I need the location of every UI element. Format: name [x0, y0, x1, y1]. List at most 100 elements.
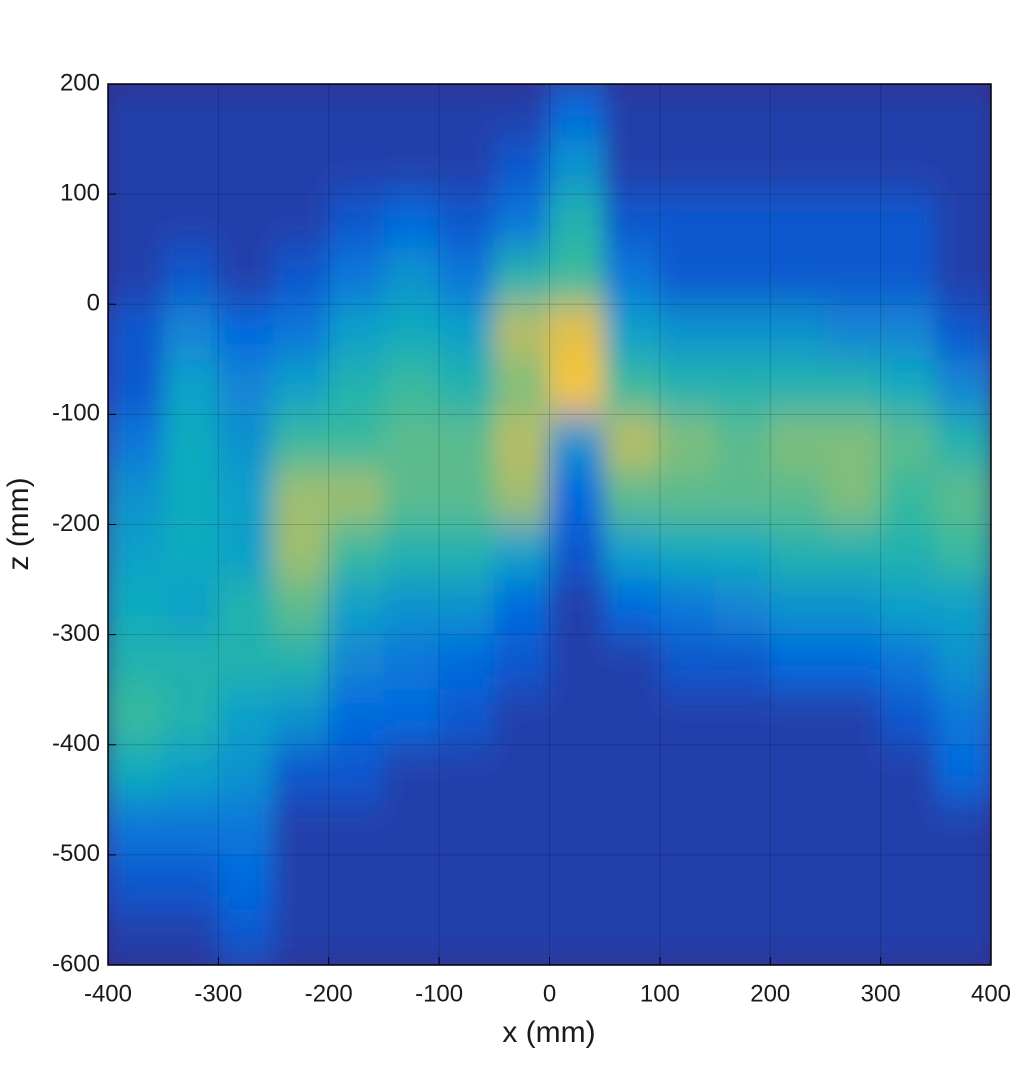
- heatmap-cell: [493, 634, 550, 691]
- heatmap-cell: [935, 634, 991, 691]
- heatmap-cell: [438, 303, 495, 360]
- heatmap-cell: [383, 909, 440, 965]
- heatmap-cell: [880, 854, 937, 911]
- heatmap-cell: [935, 248, 991, 305]
- heatmap-cell: [273, 854, 330, 911]
- heatmap-cell: [549, 634, 606, 691]
- y-tick-label: -300: [52, 620, 100, 647]
- heatmap-cell: [549, 358, 606, 415]
- heatmap-cell: [549, 579, 606, 636]
- heatmap-cell: [162, 248, 219, 305]
- heatmap-cell: [824, 524, 882, 581]
- heatmap-cell: [880, 909, 937, 965]
- heatmap-cell: [328, 799, 385, 856]
- heatmap-cell: [659, 358, 716, 415]
- heatmap-cell: [383, 84, 440, 140]
- heatmap-cell: [714, 634, 771, 691]
- heatmap-cell: [769, 193, 826, 250]
- heatmap-cell: [714, 579, 771, 636]
- heatmap-cell: [217, 524, 275, 581]
- y-tick-label: -400: [52, 730, 100, 757]
- heatmap-cell: [273, 138, 330, 195]
- heatmap-cell: [273, 744, 330, 801]
- heatmap-cell: [162, 579, 219, 636]
- heatmap-cell: [217, 854, 275, 911]
- heatmap-cell: [217, 689, 275, 746]
- heatmap-cell: [108, 854, 164, 911]
- axes: -400 -300 -200 -100 0 100 200 300 400 -600 -500 -40…: [52, 69, 1011, 1007]
- heatmap-cell: [328, 84, 385, 140]
- heatmap-cell: [217, 909, 275, 965]
- heatmap-cell: [328, 579, 385, 636]
- heatmap-cell: [549, 524, 606, 581]
- heatmap-cell: [273, 193, 330, 250]
- heatmap-cell: [383, 524, 440, 581]
- heatmap-cell: [659, 579, 716, 636]
- heatmap-cell: [328, 909, 385, 965]
- heatmap-cell: [438, 579, 495, 636]
- heatmap-cell: [493, 909, 550, 965]
- heatmap-cell: [162, 413, 219, 470]
- heatmap-cell: [824, 193, 882, 250]
- heatmap-cell: [273, 303, 330, 360]
- heatmap-cell: [383, 854, 440, 911]
- heatmap-cell: [880, 799, 937, 856]
- heatmap-cell: [273, 579, 330, 636]
- heatmap-cell: [162, 634, 219, 691]
- heatmap-cell: [549, 84, 606, 140]
- heatmap-cell: [383, 248, 440, 305]
- heatmap-cell: [217, 303, 275, 360]
- heatmap-cell: [493, 84, 550, 140]
- heatmap-cell: [162, 193, 219, 250]
- heatmap-cell: [824, 248, 882, 305]
- heatmap-cell: [438, 634, 495, 691]
- heatmap-cell: [217, 744, 275, 801]
- heatmap-cell: [935, 854, 991, 911]
- heatmap-cell: [273, 634, 330, 691]
- heatmap-cell: [714, 799, 771, 856]
- heatmap-cell: [108, 744, 164, 801]
- heatmap-cell: [824, 744, 882, 801]
- heatmap-cell: [769, 84, 826, 140]
- y-tick-label: 0: [87, 290, 100, 317]
- heatmap-cell: [493, 799, 550, 856]
- heatmap-cell: [383, 138, 440, 195]
- heatmap-cell: [769, 413, 826, 470]
- heatmap-cell: [880, 524, 937, 581]
- heatmap-cell: [769, 744, 826, 801]
- heatmap-cell: [328, 193, 385, 250]
- y-tick-label: -100: [52, 400, 100, 427]
- heatmap-cell: [162, 854, 219, 911]
- heatmap-cell: [383, 689, 440, 746]
- heatmap-cell: [604, 303, 661, 360]
- heatmap-cell: [217, 248, 275, 305]
- heatmap-cell: [604, 193, 661, 250]
- heatmap-cell: [493, 579, 550, 636]
- heatmap-cell: [108, 248, 164, 305]
- heatmap-cell: [935, 744, 991, 801]
- heatmap-cell: [935, 579, 991, 636]
- heatmap-cell: [549, 689, 606, 746]
- heatmap-cell: [824, 84, 882, 140]
- heatmap-cell: [880, 303, 937, 360]
- heatmap-cell: [328, 854, 385, 911]
- heatmap-cell: [604, 854, 661, 911]
- heatmap-cell: [714, 248, 771, 305]
- heatmap-cell: [769, 579, 826, 636]
- heatmap-cell: [162, 84, 219, 140]
- heatmap-cell: [108, 303, 164, 360]
- heatmap-cell: [769, 468, 826, 525]
- heatmap-cell: [383, 468, 440, 525]
- heatmap-cell: [217, 579, 275, 636]
- heatmap-cell: [493, 358, 550, 415]
- heatmap-cell: [162, 468, 219, 525]
- heatmap-cell: [659, 689, 716, 746]
- heatmap-cell: [217, 634, 275, 691]
- heatmap-cell: [328, 248, 385, 305]
- heatmap-cell: [659, 413, 716, 470]
- heatmap-cell: [880, 138, 937, 195]
- heatmap-cell: [659, 84, 716, 140]
- heatmap-cell: [604, 358, 661, 415]
- heatmap-cell: [659, 799, 716, 856]
- heatmap-cell: [108, 799, 164, 856]
